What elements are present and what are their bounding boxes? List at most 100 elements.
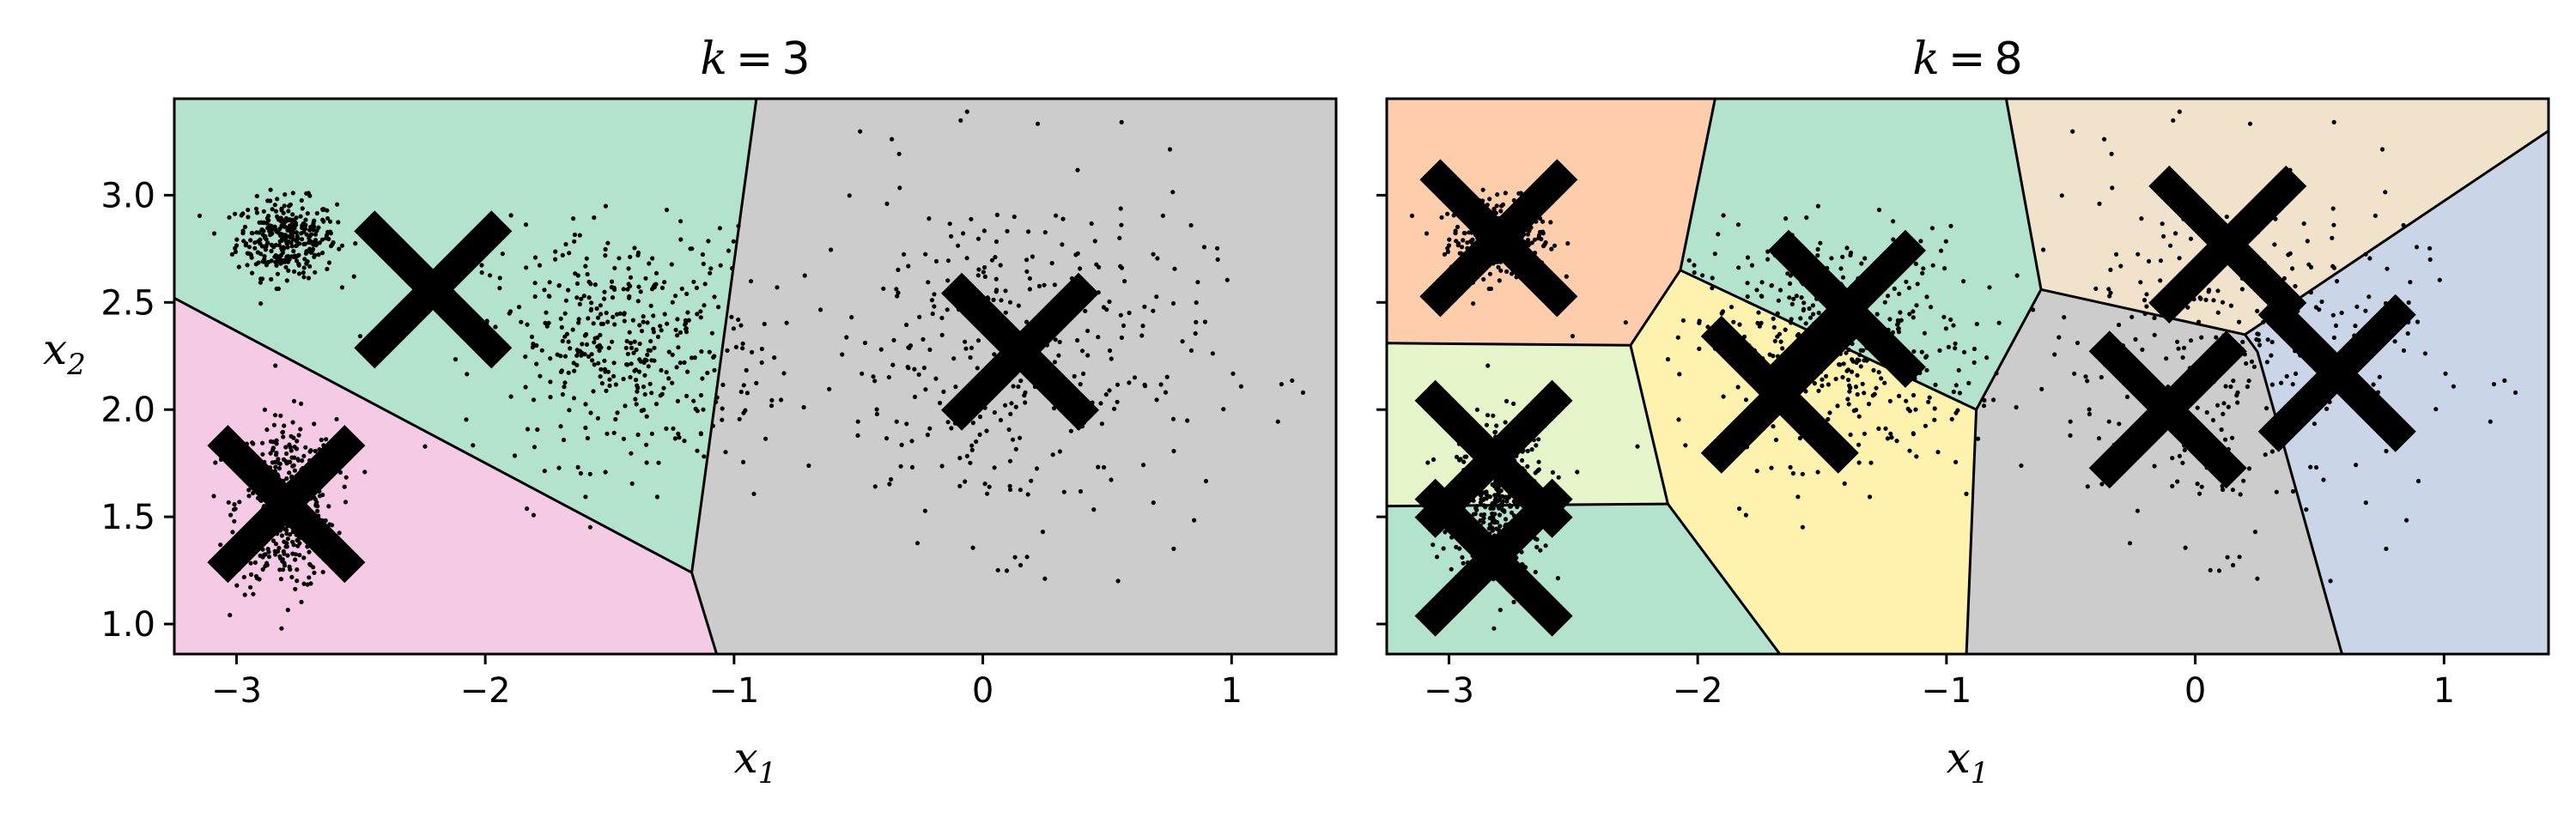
data-point — [641, 314, 646, 319]
data-point — [1504, 269, 1510, 274]
data-point — [2427, 257, 2433, 262]
data-point — [314, 210, 319, 216]
data-point — [691, 279, 696, 284]
data-point — [2177, 256, 2182, 261]
data-point — [547, 280, 552, 285]
data-point — [2247, 121, 2253, 126]
data-point — [577, 301, 582, 306]
data-point — [625, 351, 631, 356]
data-point — [240, 228, 246, 233]
data-point — [927, 426, 933, 431]
data-point — [2293, 371, 2299, 376]
data-point — [635, 299, 641, 304]
data-point — [664, 207, 670, 213]
data-point — [2221, 487, 2226, 493]
data-point — [1490, 525, 1495, 530]
data-point — [1856, 442, 1862, 447]
data-point — [574, 295, 580, 300]
data-point — [611, 360, 617, 366]
data-point — [600, 321, 606, 326]
data-point — [1072, 373, 1077, 379]
data-point — [313, 252, 318, 258]
data-point — [1716, 232, 1721, 237]
data-point — [1799, 295, 1804, 300]
data-point — [1496, 264, 1501, 270]
data-point — [1623, 320, 1628, 325]
data-point — [1776, 298, 1781, 303]
data-point — [288, 532, 293, 537]
y-tick-label: 1.0 — [100, 605, 155, 645]
data-point — [1447, 237, 1452, 242]
data-point — [2235, 400, 2240, 405]
data-point — [1024, 554, 1030, 560]
data-point — [1022, 393, 1027, 398]
data-point — [982, 482, 987, 487]
data-point — [906, 264, 911, 269]
data-point — [744, 367, 749, 373]
data-point — [1210, 351, 1215, 356]
data-point — [878, 347, 884, 352]
data-point — [262, 259, 267, 264]
data-point — [1003, 310, 1008, 315]
data-point — [634, 347, 639, 353]
data-point — [1455, 224, 1461, 229]
data-point — [1154, 294, 1159, 300]
data-point — [1300, 390, 1306, 395]
data-point — [1788, 464, 1793, 470]
data-point — [228, 613, 233, 618]
data-point — [922, 508, 927, 513]
data-point — [1771, 316, 1776, 321]
data-point — [1801, 307, 1806, 313]
data-point — [939, 464, 945, 469]
data-point — [324, 437, 329, 442]
data-point — [305, 211, 310, 216]
data-point — [2039, 386, 2044, 391]
data-point — [301, 265, 307, 270]
data-point — [1003, 403, 1008, 408]
data-point — [1810, 303, 1815, 308]
data-point — [583, 402, 588, 407]
centroid-marker-8 — [2257, 294, 2416, 452]
chart-panel-k8: −3 −2 −1 0 1k = 8x1 — [1376, 33, 2550, 791]
data-point — [252, 245, 258, 251]
data-point — [1504, 398, 1510, 403]
data-point — [300, 206, 305, 211]
data-point — [1815, 203, 1820, 209]
data-point — [1879, 376, 1884, 381]
data-point — [539, 348, 544, 353]
data-point — [1081, 371, 1086, 376]
data-point — [1735, 222, 1741, 227]
data-point — [1498, 268, 1504, 273]
data-point — [917, 314, 922, 319]
data-point — [572, 239, 577, 244]
data-point — [281, 246, 286, 251]
data-point — [1462, 454, 1467, 459]
data-point — [282, 203, 287, 209]
data-point — [612, 322, 617, 327]
data-point — [2272, 242, 2277, 247]
data-point — [1012, 214, 1017, 220]
cluster-region-6 — [1630, 270, 1977, 654]
data-point — [1794, 294, 1799, 299]
data-point — [2075, 340, 2081, 346]
data-point — [647, 348, 653, 353]
data-point — [283, 192, 288, 197]
data-point — [1485, 363, 1491, 368]
data-point — [708, 270, 713, 276]
data-point — [736, 317, 741, 322]
data-point — [275, 271, 280, 276]
data-point — [689, 355, 695, 360]
data-point — [1107, 299, 1112, 305]
data-point — [648, 338, 653, 344]
data-point — [2114, 251, 2119, 257]
data-point — [2226, 404, 2231, 409]
data-point — [1049, 261, 1054, 266]
data-point — [1024, 269, 1030, 274]
data-point — [1029, 478, 1034, 483]
data-point — [1773, 437, 1779, 443]
data-point — [1008, 411, 1013, 416]
data-point — [1840, 374, 1845, 380]
data-point — [532, 445, 538, 450]
data-point — [1924, 367, 1929, 373]
